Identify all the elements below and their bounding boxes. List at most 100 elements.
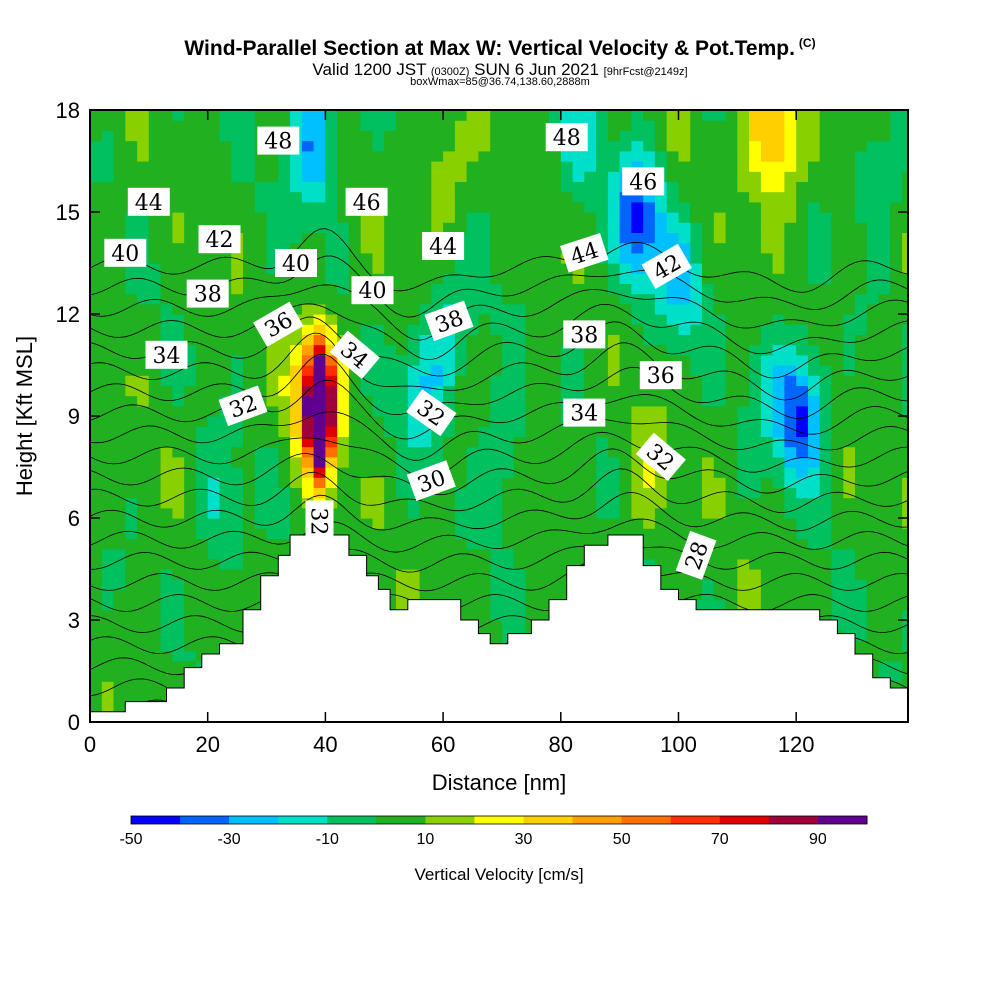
velocity-cell (384, 150, 397, 162)
velocity-cell (831, 242, 844, 254)
x-tick-label: 40 (313, 732, 337, 757)
velocity-cell (596, 426, 609, 437)
velocity-cell (337, 232, 350, 244)
velocity-cell (454, 385, 468, 397)
velocity-cell (513, 385, 527, 397)
velocity-cell (796, 497, 809, 509)
velocity-cell (290, 201, 303, 213)
velocity-cell (490, 242, 503, 254)
velocity-cell (560, 181, 574, 193)
velocity-cell (101, 181, 115, 193)
velocity-cell (902, 110, 908, 121)
velocity-cell (90, 395, 103, 407)
y-tick-label: 9 (68, 404, 80, 429)
velocity-cell (702, 405, 715, 417)
velocity-cell (172, 212, 185, 223)
velocity-cell (702, 487, 715, 499)
velocity-cell (407, 303, 421, 315)
velocity-cell (266, 528, 279, 539)
velocity-cell (348, 324, 362, 335)
velocity-cell (466, 375, 479, 386)
velocity-cell (572, 528, 585, 539)
velocity-cell (654, 334, 668, 346)
velocity-cell (325, 426, 338, 437)
velocity-cell (772, 120, 785, 131)
velocity-cell (172, 538, 185, 550)
velocity-cell (831, 334, 844, 346)
velocity-cell (631, 528, 644, 539)
velocity-cell (607, 375, 621, 386)
velocity-cell (819, 487, 833, 499)
velocity-cell (301, 456, 315, 468)
velocity-cell (266, 416, 279, 427)
velocity-cell (796, 252, 809, 264)
velocity-cell (654, 548, 668, 560)
velocity-cell (419, 569, 432, 580)
velocity-cell (348, 395, 362, 407)
velocity-cell (184, 650, 197, 662)
velocity-cell (749, 518, 762, 529)
velocity-cell (478, 609, 491, 621)
contour-label-box (635, 432, 686, 482)
velocity-cell (172, 405, 185, 417)
velocity-cell (431, 569, 444, 580)
velocity-cell (301, 324, 315, 335)
velocity-cell (878, 273, 891, 284)
velocity-cell (666, 191, 680, 203)
velocity-cell (125, 293, 138, 305)
velocity-cell (749, 446, 762, 458)
velocity-cell (513, 242, 527, 254)
velocity-cell (713, 456, 727, 468)
velocity-cell (549, 456, 562, 468)
velocity-cell (525, 477, 538, 488)
velocity-cell (466, 385, 479, 397)
velocity-cell (207, 405, 221, 417)
velocity-cell (537, 436, 550, 448)
velocity-cell (560, 354, 574, 366)
velocity-cell (360, 150, 374, 162)
velocity-cell (231, 303, 244, 315)
velocity-cell (360, 130, 374, 142)
velocity-cell (113, 487, 126, 499)
velocity-cell (113, 456, 126, 468)
velocity-cell (560, 344, 574, 356)
velocity-cell (525, 426, 538, 437)
velocity-cell (490, 344, 503, 356)
velocity-cell (266, 487, 279, 499)
velocity-cell (749, 487, 762, 499)
velocity-cell (843, 344, 856, 356)
velocity-cell (466, 171, 479, 182)
velocity-cell (796, 130, 809, 142)
velocity-cell (160, 446, 173, 458)
velocity-cell (525, 599, 538, 611)
velocity-cell (384, 242, 397, 254)
velocity-cell (454, 507, 468, 519)
velocity-cell (713, 273, 727, 284)
velocity-cell (195, 405, 209, 417)
velocity-cell (243, 344, 256, 356)
velocity-cell (207, 477, 221, 488)
velocity-cell (808, 283, 821, 295)
velocity-cell (348, 497, 362, 509)
velocity-cell (702, 140, 715, 152)
velocity-cell (560, 283, 574, 295)
velocity-cell (772, 181, 785, 193)
velocity-cell (278, 110, 291, 121)
velocity-cell (819, 130, 833, 142)
velocity-cell (702, 181, 715, 193)
velocity-cell (713, 487, 727, 499)
velocity-cell (690, 140, 703, 152)
velocity-cell (290, 283, 303, 295)
contour-label: 42 (198, 225, 241, 254)
velocity-cell (101, 120, 115, 131)
velocity-cell (372, 395, 385, 407)
velocity-cell (878, 222, 891, 233)
velocity-cell (866, 365, 880, 376)
velocity-cell (654, 354, 668, 366)
velocity-cell (760, 477, 774, 488)
isotherm-line (90, 411, 908, 461)
velocity-cell (478, 232, 491, 244)
velocity-cell (101, 640, 115, 652)
velocity-cell (690, 446, 703, 458)
velocity-cell (855, 467, 868, 478)
